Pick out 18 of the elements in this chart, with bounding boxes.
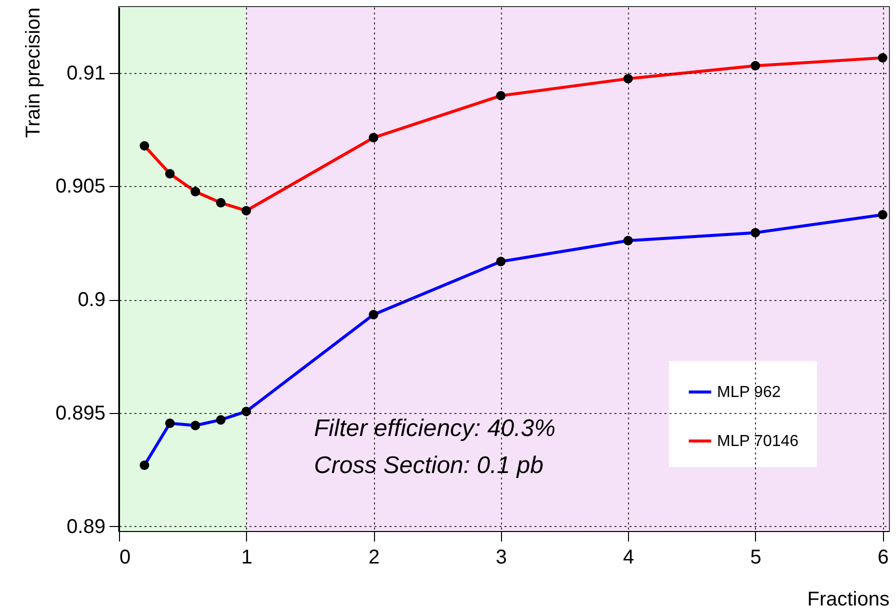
y-tick-label: 0.895 [55, 402, 106, 425]
annotation: Cross Section: 0.1 pb [314, 452, 544, 479]
x-tick-label: 6 [878, 546, 889, 568]
annotation: Filter efficiency: 40.3% [314, 415, 556, 442]
legend-label: MLP 70146 [717, 433, 799, 450]
x-tick-label: 5 [750, 546, 762, 568]
y-tick-label: 0.9 [78, 289, 106, 312]
y-tick-label: 0.89 [66, 516, 106, 538]
y-tick-label: 0.905 [55, 176, 106, 198]
y-tick-label: 0.91 [66, 62, 106, 84]
legend-label: MLP 962 [717, 384, 781, 401]
y-axis-title: Train precision [22, 8, 44, 138]
x-axis-title: Fractions [807, 588, 890, 610]
x-tick-label: 0 [120, 546, 131, 568]
x-tick-label: 1 [241, 546, 252, 568]
x-tick-label: 3 [496, 546, 507, 568]
x-tick-label: 2 [368, 546, 380, 568]
x-tick-label: 4 [623, 546, 634, 568]
